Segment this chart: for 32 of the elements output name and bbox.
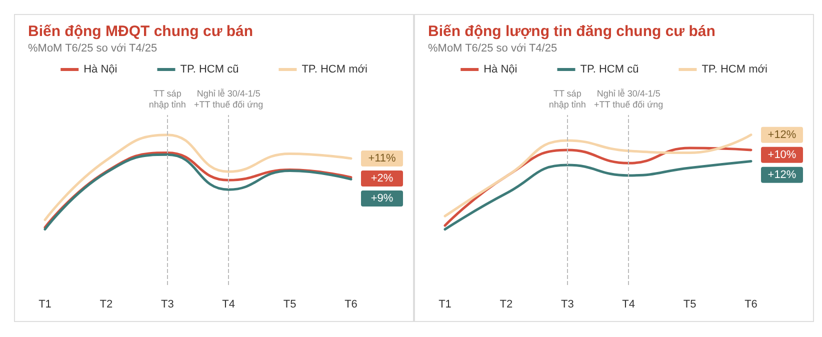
ref-line-label: Nghỉ lễ 30/4-1/5 +TT thuế đối ứng xyxy=(594,88,664,110)
legend-label: Hà Nội xyxy=(84,64,118,76)
x-tick-label: T5 xyxy=(283,298,296,310)
x-tick-label: T3 xyxy=(560,298,574,310)
x-tick-label: T3 xyxy=(160,298,174,310)
annotation: +10% xyxy=(768,148,796,161)
annotation: +12% xyxy=(768,128,796,141)
chart-title: Biến động MĐQT chung cư bán xyxy=(28,23,254,40)
annotation: +12% xyxy=(768,168,796,181)
chart-subtitle: %MoM T6/25 so với T4/25 xyxy=(428,42,558,54)
annotation: +11% xyxy=(368,152,396,164)
legend-label: TP. HCM cũ xyxy=(580,64,639,76)
chart-title: Biến động lượng tin đăng chung cư bán xyxy=(428,23,716,40)
legend-label: TP. HCM cũ xyxy=(180,64,239,76)
ref-line-label: TT sáp nhập tỉnh xyxy=(548,88,586,110)
legend-label: TP. HCM mới xyxy=(702,64,768,76)
x-tick-label: T2 xyxy=(100,298,113,310)
legend-label: Hà Nội xyxy=(484,64,518,76)
x-tick-label: T6 xyxy=(744,298,758,310)
ref-line-label: Nghỉ lễ 30/4-1/5 +TT thuế đối ứng xyxy=(194,88,264,110)
x-tick-label: T2 xyxy=(500,298,513,310)
legend-label: TP. HCM mới xyxy=(302,64,368,76)
ref-line-label: TT sáp nhập tỉnh xyxy=(148,88,186,110)
x-tick-label: T4 xyxy=(622,298,636,310)
chart-subtitle: %MoM T6/25 so với T4/25 xyxy=(28,42,158,54)
annotation: +9% xyxy=(370,192,394,204)
x-tick-label: T6 xyxy=(344,298,358,310)
annotation: +2% xyxy=(370,172,394,184)
x-tick-label: T4 xyxy=(222,298,236,310)
x-tick-label: T1 xyxy=(38,298,52,310)
x-tick-label: T5 xyxy=(683,298,696,310)
x-tick-label: T1 xyxy=(438,298,452,310)
